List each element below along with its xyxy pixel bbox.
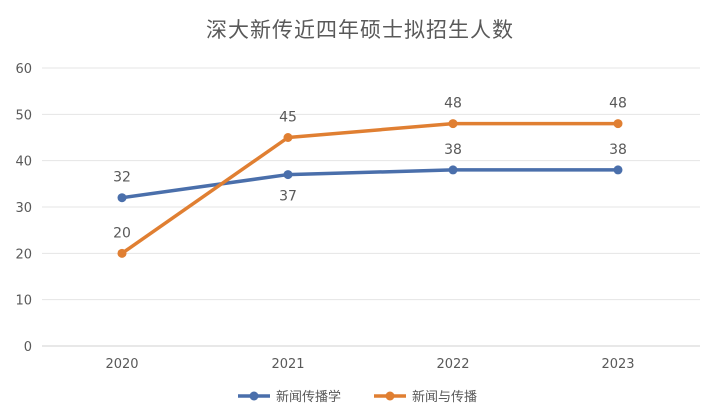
series-line <box>120 121 620 256</box>
y-tick-label: 60 <box>15 62 32 77</box>
data-label: 38 <box>609 142 627 158</box>
x-tick-label: 2020 <box>105 357 138 372</box>
data-point <box>613 119 623 129</box>
legend-label: 新闻传播学 <box>276 389 341 405</box>
data-point <box>283 170 293 180</box>
chart-title: 深大新传近四年硕士拟招生人数 <box>206 18 514 42</box>
data-point <box>117 193 127 203</box>
x-tick-label: 2022 <box>436 357 469 372</box>
y-tick-label: 20 <box>15 247 32 262</box>
y-tick-label: 0 <box>24 340 32 355</box>
data-label: 37 <box>279 189 297 205</box>
data-label: 48 <box>444 96 462 112</box>
y-tick-label: 40 <box>15 155 32 170</box>
y-tick-label: 10 <box>15 294 32 309</box>
legend-swatch-marker <box>385 391 395 401</box>
data-point <box>448 119 458 129</box>
data-label: 38 <box>444 142 462 158</box>
series-line <box>120 168 620 200</box>
legend-label: 新闻与传播 <box>412 389 477 405</box>
data-point <box>448 165 458 175</box>
data-label: 48 <box>609 96 627 112</box>
x-tick-label: 2023 <box>601 357 634 372</box>
data-point <box>283 133 293 142</box>
data-label: 32 <box>113 170 131 186</box>
data-point <box>613 165 623 175</box>
data-label: 20 <box>113 225 131 241</box>
data-label: 45 <box>279 110 297 126</box>
y-tick-label: 30 <box>15 201 32 216</box>
x-tick-label: 2021 <box>271 357 304 372</box>
legend-swatch-marker <box>249 391 259 401</box>
y-tick-label: 50 <box>15 108 32 123</box>
data-point <box>117 248 127 258</box>
